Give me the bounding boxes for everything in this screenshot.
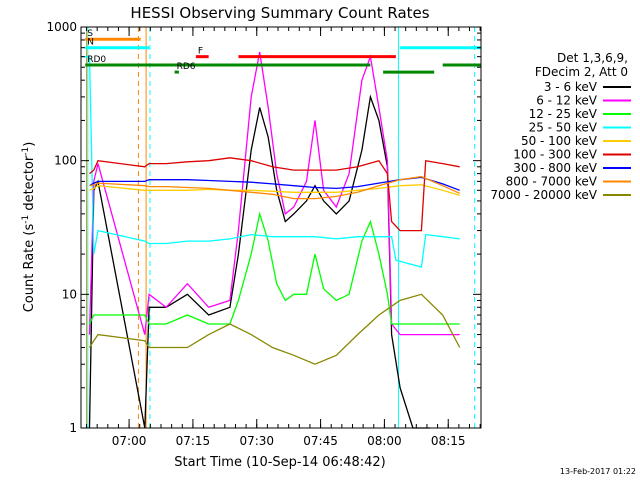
flag-label: S [87, 29, 93, 39]
y-tick-label: 100 [54, 154, 77, 168]
series-line [89, 157, 460, 232]
legend-label: 12 - 25 keV [529, 107, 598, 121]
y-axis-label-main: Count Rate (s [22, 224, 37, 313]
y-axis-label-sup1: -1 [21, 215, 31, 224]
flag-label: RD0 [87, 55, 106, 65]
flag-label: RD6 [177, 62, 196, 72]
y-axis: 1 10 100 1000 [46, 20, 481, 435]
legend-label: 3 - 6 keV [544, 80, 598, 94]
series-line [88, 293, 461, 365]
chart-title: HESSI Observing Summary Count Rates [130, 4, 429, 22]
legend-label: 300 - 800 keV [513, 161, 597, 175]
y-axis-label-end: ) [22, 142, 37, 147]
y-tick-label: 1 [69, 421, 77, 435]
series-line [88, 51, 460, 336]
x-tick-label: 07:30 [239, 434, 274, 448]
y-tick-label: 10 [62, 287, 77, 301]
x-axis: 07:00 07:15 07:30 07:45 08:00 08:15 [86, 27, 481, 448]
series-line [89, 175, 460, 200]
y-tick-label: 1000 [46, 20, 77, 34]
y-axis-label-sup2: -1 [21, 147, 31, 156]
y-axis-label: Count Rate (s-1 detector-1) [21, 142, 37, 313]
timestamp: 13-Feb-2017 01:22 [560, 467, 636, 476]
legend-label: 50 - 100 keV [521, 134, 598, 148]
legend-header-2: FDecim 2, Att 0 [535, 65, 628, 79]
legend-label: 100 - 300 keV [513, 148, 597, 162]
plot-area: SN F RD0 RD6 [81, 27, 481, 429]
series-line [88, 94, 430, 429]
legend-label: 6 - 12 keV [536, 94, 598, 108]
legend-label: 800 - 7000 keV [506, 175, 598, 189]
series-line [89, 184, 460, 197]
flag-label: F [198, 47, 203, 57]
x-axis-label: Start Time (10-Sep-14 06:48:42) [174, 455, 385, 470]
series-line [81, 56, 460, 268]
x-tick-label: 07:45 [303, 434, 338, 448]
y-axis-label-mid: detector [22, 155, 37, 215]
legend-label: 7000 - 20000 keV [490, 188, 597, 202]
x-tick-label: 08:15 [431, 434, 466, 448]
flag-label: N [87, 38, 94, 48]
x-tick-label: 08:00 [367, 434, 402, 448]
x-tick-label: 07:15 [176, 434, 211, 448]
series-line [88, 211, 460, 325]
plot-frame [80, 26, 482, 429]
legend-header-1: Det 1,3,6,9, [557, 51, 628, 65]
legend-label: 25 - 50 keV [529, 121, 598, 135]
x-tick-label: 07:00 [112, 434, 147, 448]
